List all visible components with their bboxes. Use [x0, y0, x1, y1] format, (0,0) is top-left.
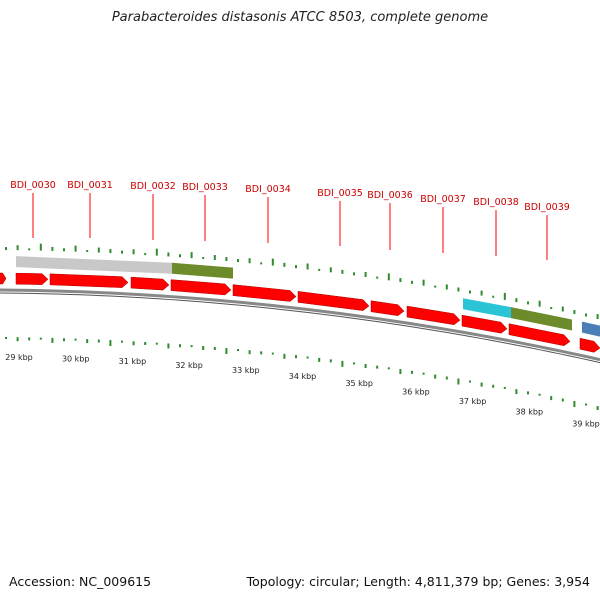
gene-arrow	[130, 276, 170, 291]
genome-stats: Topology: circular; Length: 4,811,379 bp…	[247, 574, 590, 589]
gene-arrow	[297, 291, 370, 311]
gene-label-track: BDI_0030 BDI_0031 BDI_0032 BDI_0033 BDI_0034…	[10, 180, 570, 260]
gene-label: BDI_0033	[182, 182, 228, 193]
gene-label: BDI_0031	[67, 180, 113, 191]
scale-label: 33 kbp	[232, 366, 260, 375]
feature-block	[511, 307, 572, 331]
gene-label: BDI_0035	[317, 188, 363, 199]
gene-arrow	[579, 337, 600, 353]
scale-label: 32 kbp	[175, 361, 203, 370]
gene-label: BDI_0032	[130, 181, 176, 192]
gc-content-track	[5, 243, 599, 320]
gene-arrow	[232, 284, 297, 302]
gene-arrow	[370, 300, 405, 316]
gene-label: BDI_0036	[367, 190, 413, 201]
feature-block	[463, 298, 511, 319]
gene-arrow	[406, 305, 461, 325]
gene-track	[0, 272, 600, 353]
scale-label: 38 kbp	[516, 408, 544, 417]
scale-label: 30 kbp	[62, 355, 90, 364]
feature-block	[582, 321, 600, 337]
scale-label: 37 kbp	[459, 397, 487, 406]
feature-track	[16, 256, 600, 337]
scale-track: 29 kbp 30 kbp 31 kbp 32 kbp 33 kbp 34 kbp 35 k…	[5, 353, 600, 428]
genes-text: Genes: 3,954	[506, 574, 590, 589]
feature-block	[172, 262, 233, 279]
gene-label: BDI_0038	[473, 197, 519, 208]
gc-skew-track	[5, 337, 599, 411]
gene-label: BDI_0037	[420, 194, 466, 205]
genome-backbone	[0, 288, 600, 364]
scale-label: 29 kbp	[5, 353, 33, 362]
scale-label: 35 kbp	[345, 379, 373, 388]
gene-arrow	[49, 273, 129, 288]
separator: ;	[498, 574, 507, 589]
scale-label: 36 kbp	[402, 387, 430, 396]
gene-label: BDI_0039	[524, 202, 570, 213]
gene-arrow	[170, 279, 232, 296]
gene-arrow	[15, 272, 49, 285]
topology-text: Topology: circular	[246, 574, 356, 589]
scale-label: 31 kbp	[119, 357, 147, 366]
gene-arrow	[508, 323, 571, 347]
gene-label: BDI_0034	[245, 184, 291, 195]
backbone-shadow	[0, 292, 600, 364]
gene-arrow	[0, 272, 7, 285]
gene-label: BDI_0030	[10, 180, 56, 191]
separator: ;	[355, 574, 364, 589]
accession-text: Accession: NC_009615	[9, 574, 152, 589]
feature-block	[16, 256, 172, 274]
backbone-line	[0, 288, 600, 362]
scale-label: 34 kbp	[289, 372, 317, 381]
map-title: Parabacteroides distasonis ATCC 8503, co…	[111, 10, 489, 25]
length-text: Length: 4,811,379 bp	[363, 574, 499, 589]
scale-label: 39 kbp	[572, 419, 600, 428]
gene-arrow	[461, 314, 508, 334]
